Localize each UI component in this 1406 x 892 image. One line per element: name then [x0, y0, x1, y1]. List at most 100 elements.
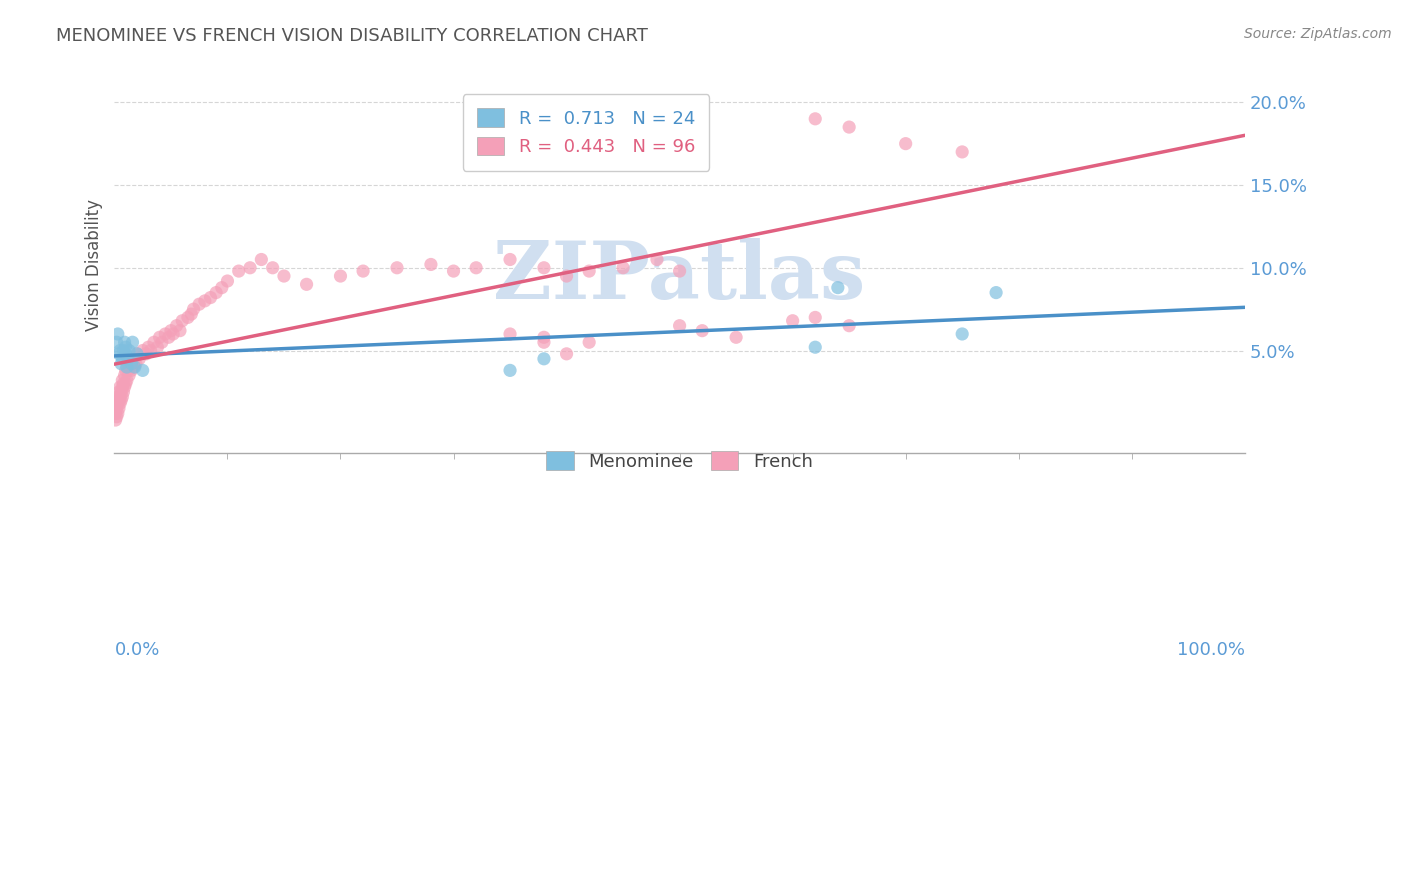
Text: MENOMINEE VS FRENCH VISION DISABILITY CORRELATION CHART: MENOMINEE VS FRENCH VISION DISABILITY CO…	[56, 27, 648, 45]
Point	[578, 264, 600, 278]
Point	[121, 357, 143, 371]
Point	[295, 277, 318, 292]
Point	[149, 330, 172, 344]
Point	[108, 393, 131, 408]
Point	[160, 324, 183, 338]
Point	[143, 335, 166, 350]
Point	[131, 343, 153, 358]
Point	[262, 260, 284, 275]
Point	[725, 330, 748, 344]
Point	[239, 260, 262, 275]
Point	[118, 368, 141, 383]
Point	[111, 380, 134, 394]
Point	[200, 291, 222, 305]
Point	[110, 357, 132, 371]
Point	[228, 264, 250, 278]
Point	[105, 401, 128, 416]
Point	[950, 145, 973, 159]
Point	[838, 120, 860, 134]
Point	[177, 310, 200, 325]
Point	[108, 347, 131, 361]
Point	[555, 128, 578, 143]
Point	[108, 401, 131, 416]
Point	[804, 310, 827, 325]
Y-axis label: Vision Disability: Vision Disability	[86, 199, 103, 331]
Point	[108, 390, 131, 404]
Point	[108, 384, 131, 399]
Point	[211, 280, 233, 294]
Point	[125, 357, 148, 371]
Point	[114, 368, 136, 383]
Point	[205, 285, 228, 300]
Point	[950, 326, 973, 341]
Point	[172, 314, 194, 328]
Point	[108, 343, 131, 358]
Text: Source: ZipAtlas.com: Source: ZipAtlas.com	[1244, 27, 1392, 41]
Point	[136, 340, 159, 354]
Point	[645, 252, 668, 267]
Point	[385, 260, 408, 275]
Point	[782, 314, 804, 328]
Point	[555, 268, 578, 283]
Point	[112, 343, 135, 358]
Point	[124, 351, 146, 366]
Point	[104, 406, 127, 420]
Point	[690, 324, 713, 338]
Point	[115, 373, 138, 387]
Point	[117, 351, 139, 366]
Point	[180, 307, 202, 321]
Point	[131, 363, 153, 377]
Point	[984, 285, 1007, 300]
Point	[465, 260, 488, 275]
Point	[111, 390, 134, 404]
Point	[499, 326, 522, 341]
Point	[114, 347, 136, 361]
Point	[115, 360, 138, 375]
Point	[155, 326, 177, 341]
Point	[120, 363, 142, 377]
Point	[114, 380, 136, 394]
Point	[118, 343, 141, 358]
Point	[108, 380, 131, 394]
Point	[120, 360, 142, 375]
Point	[110, 384, 132, 399]
Point	[125, 347, 148, 361]
Point	[105, 335, 128, 350]
Point	[139, 343, 162, 358]
Point	[329, 268, 352, 283]
Point	[250, 252, 273, 267]
Point	[125, 347, 148, 361]
Point	[194, 293, 217, 308]
Point	[114, 340, 136, 354]
Point	[105, 396, 128, 410]
Point	[121, 335, 143, 350]
Point	[533, 330, 555, 344]
Point	[668, 318, 690, 333]
Point	[419, 257, 441, 271]
Point	[117, 363, 139, 377]
Point	[894, 136, 917, 151]
Point	[157, 330, 180, 344]
Point	[146, 340, 169, 354]
Point	[188, 297, 211, 311]
Point	[217, 274, 239, 288]
Point	[804, 112, 827, 126]
Point	[107, 326, 129, 341]
Point	[114, 376, 136, 391]
Point	[114, 363, 136, 377]
Point	[105, 409, 128, 424]
Point	[111, 351, 134, 366]
Point	[533, 351, 555, 366]
Point	[612, 103, 634, 118]
Point	[150, 335, 173, 350]
Point	[166, 318, 188, 333]
Point	[104, 413, 127, 427]
Point	[124, 360, 146, 375]
Point	[443, 264, 465, 278]
Point	[352, 264, 374, 278]
Point	[612, 260, 634, 275]
Point	[162, 326, 184, 341]
Legend: Menominee, French: Menominee, French	[540, 444, 820, 478]
Point	[111, 373, 134, 387]
Point	[128, 351, 150, 366]
